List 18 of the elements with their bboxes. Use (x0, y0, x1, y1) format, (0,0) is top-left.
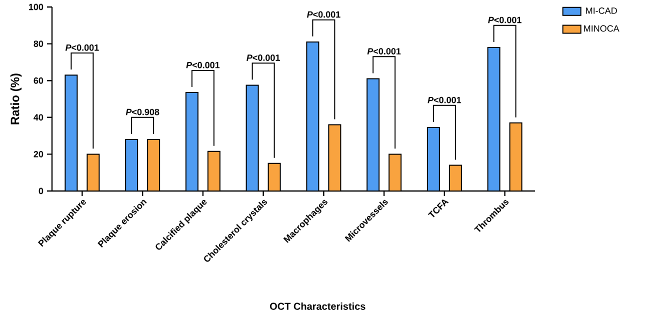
legend-label: MI-CAD (586, 8, 617, 14)
y-tick-label: 100 (29, 4, 44, 10)
y-tick-label: 20 (34, 151, 44, 158)
y-tick-label: 40 (34, 114, 44, 121)
y-axis-title: Ratio (%) (10, 74, 22, 124)
y-tick-label: 80 (34, 40, 44, 47)
annotation: P<0.001 (306, 11, 340, 18)
annotation: P<0.001 (65, 44, 99, 51)
annotation: P<0.001 (246, 54, 280, 61)
annotation: P<0.001 (428, 96, 462, 104)
legend-label: MINOCA (584, 25, 620, 32)
annotation: P<0.001 (367, 48, 401, 54)
annotation: P<0.001 (488, 16, 522, 24)
annotation: P<0.908 (126, 108, 160, 116)
annotation: P<0.001 (186, 62, 220, 68)
y-tick-label: 60 (34, 77, 44, 84)
x-axis-title: OCT Characteristics (270, 302, 366, 310)
y-tick-label: 0 (38, 188, 44, 194)
